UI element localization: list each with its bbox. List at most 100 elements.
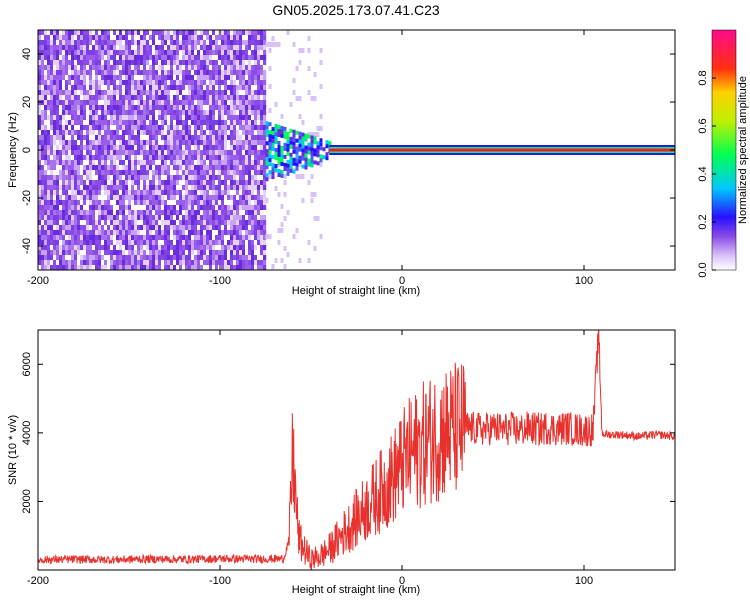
heatmap-cell [301,132,305,137]
heatmap-cell [65,115,69,121]
heatmap-cell [152,115,156,121]
heatmap-cell [110,130,114,136]
heatmap-cell [53,235,57,241]
heatmap-cell [164,190,168,196]
heatmap-cell [233,70,237,76]
heatmap-cell [44,125,48,131]
heatmap-cell [65,95,69,101]
heatmap-cell [245,100,249,106]
heatmap-cell [188,225,192,231]
heatmap-cell [122,100,126,106]
heatmap-cell [218,170,222,176]
heatmap-cell [65,135,69,141]
heatmap-cell [206,50,210,56]
heatmap-cell [83,145,87,151]
heatmap-cell [119,175,123,181]
heatmap-cell [68,170,72,176]
heatmap-cell [134,225,138,231]
heatmap-cell [289,144,293,149]
heatmap-cell [158,115,162,121]
heatmap-cell [50,155,54,161]
heatmap-cell [170,35,174,41]
heatmap-cell [113,175,117,181]
heatmap-cell [188,110,192,116]
heatmap-cell [62,195,66,201]
heatmap-cell [292,141,296,146]
heatmap-cell [215,215,219,221]
heatmap-cell [98,100,102,106]
heatmap-cell [316,149,320,154]
heatmap-cell [86,215,90,221]
heatmap-cell [245,115,249,121]
heatmap-cell [53,40,57,46]
heatmap-cell [251,250,255,256]
heatmap-cell [239,50,243,56]
heatmap-cell [251,180,255,186]
heatmap-cell [146,160,150,166]
heatmap-cell [119,50,123,56]
heatmap-cell [62,95,66,101]
heatmap-cell [257,225,261,231]
heatmap-cell [170,65,174,71]
heatmap-cell [113,205,117,211]
heatmap-cell [62,175,66,181]
heatmap-cell [62,135,66,141]
heatmap-cell [68,215,72,221]
heatmap-cell [233,175,237,181]
heatmap-cell [197,220,201,226]
heatmap-cell [158,210,162,216]
heatmap-cell [119,155,123,161]
heatmap-cell [44,110,48,116]
heatmap-cell [233,155,237,161]
heatmap-cell [191,100,195,106]
heatmap-cell [62,210,66,216]
heatmap-cell [176,110,180,116]
heatmap-cell [185,185,189,191]
heatmap-cell [89,85,93,91]
heatmap-cell [83,30,87,36]
heatmap-cell [188,265,192,270]
heatmap-cell [271,143,275,148]
heatmap-cell [137,210,141,216]
heatmap-cell [41,125,45,131]
heatmap-cell [122,45,126,51]
heatmap-cell [245,250,249,256]
heatmap-cell [47,235,51,241]
heatmap-cell [173,35,177,41]
heatmap-cell [95,60,99,66]
heatmap-cell [263,50,267,56]
heatmap-cell [188,165,192,171]
heatmap-cell [77,50,81,56]
heatmap-cell [104,200,108,206]
heatmap-cell [104,210,108,216]
heatmap-cell [185,205,189,211]
heatmap-cell [307,48,311,53]
heatmap-cell [68,140,72,146]
heatmap-cell [248,135,252,141]
heatmap-cell [59,125,63,131]
heatmap-cell [212,60,216,66]
heatmap-cell [68,175,72,181]
heatmap-cell [125,215,129,221]
heatmap-cell [164,100,168,106]
heatmap-cell [230,100,234,106]
heatmap-cell [233,40,237,46]
heatmap-cell [170,125,174,131]
heatmap-cell [236,180,240,186]
heatmap-cell [128,215,132,221]
heatmap-cell [260,210,264,216]
heatmap-cell [95,115,99,121]
heatmap-cell [209,100,213,106]
heatmap-cell [185,265,189,270]
heatmap-cell [254,205,258,211]
heatmap-cell [239,165,243,171]
heatmap-cell [215,155,219,161]
heatmap-cell [107,105,111,111]
heatmap-cell [149,210,153,216]
heatmap-cell [188,210,192,216]
heatmap-cell [260,115,264,121]
heatmap-cell [155,60,159,66]
heatmap-cell [215,105,219,111]
heatmap-cell [215,245,219,251]
heatmap-cell [98,130,102,136]
